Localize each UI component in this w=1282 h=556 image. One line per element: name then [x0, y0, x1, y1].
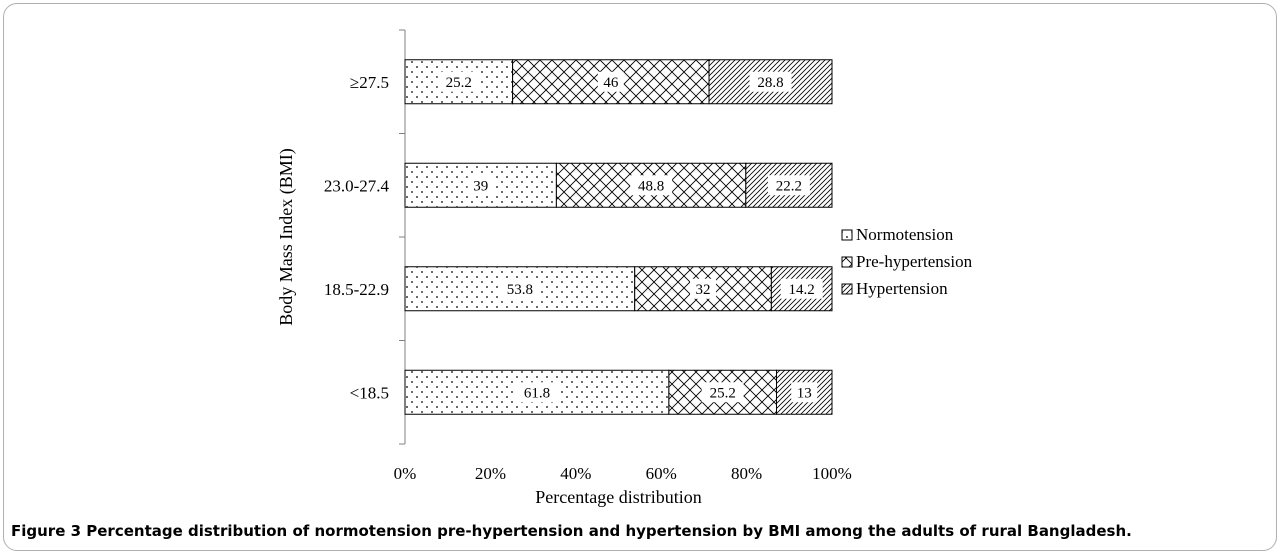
data-label: 22.2 — [776, 178, 802, 194]
data-label: 13 — [797, 385, 812, 401]
y-tick-label: 23.0-27.4 — [324, 176, 390, 195]
x-tick-label: 40% — [560, 464, 591, 483]
stacked-bar-chart: 0% 20% 40% 60% 80% 100% Percentage distributio… — [276, 29, 973, 507]
legend-swatch-pre-hypertension — [841, 256, 853, 268]
data-label-background — [597, 71, 624, 92]
x-tick-label: 100% — [812, 464, 852, 483]
data-label-background — [749, 71, 792, 92]
figure-caption: Figure 3 Percentage distribution of norm… — [11, 522, 1132, 540]
x-axis-title: Percentage distribution — [535, 487, 701, 507]
data-label: 25.2 — [710, 385, 736, 401]
data-label-background — [437, 71, 480, 92]
y-tick-label: <18.5 — [350, 383, 389, 402]
x-tick-label: 80% — [731, 464, 762, 483]
data-label-background — [690, 278, 717, 299]
legend: Normotension Pre-hypertension Hypertension — [841, 225, 973, 298]
data-label-background — [630, 175, 673, 196]
data-label: 61.8 — [524, 385, 550, 401]
data-label: 48.8 — [638, 178, 664, 194]
legend-swatch-hypertension — [841, 283, 853, 295]
legend-swatch-normotension — [841, 229, 853, 241]
data-label-background — [780, 278, 823, 299]
x-tick-label: 20% — [475, 464, 506, 483]
data-label: 32 — [696, 282, 711, 298]
y-tick-label: 18.5-22.9 — [324, 280, 389, 299]
data-label-background — [791, 382, 818, 403]
x-tick-label: 0% — [394, 464, 417, 483]
y-axis-title: Body Mass Index (BMI) — [276, 148, 297, 326]
data-label: 25.2 — [446, 75, 472, 91]
y-tick-label: ≥27.5 — [350, 73, 389, 92]
data-label-background — [515, 382, 558, 403]
legend-label: Hypertension — [856, 279, 948, 298]
data-label-background — [767, 175, 810, 196]
bar-segment-normotension — [404, 59, 514, 105]
data-label-background — [701, 382, 744, 403]
data-label-background — [498, 278, 541, 299]
data-label: 46 — [603, 75, 619, 91]
legend-label: Normotension — [856, 225, 954, 244]
data-label-background — [467, 175, 494, 196]
bars: 25.2 46 28.8 39 48.8 22.2 53.8 32 14.2 61.8 25.2 13 — [404, 59, 833, 415]
data-label: 53.8 — [507, 282, 533, 298]
data-label: 14.2 — [789, 282, 815, 298]
legend-label: Pre-hypertension — [856, 252, 973, 271]
x-tick-label: 60% — [646, 464, 677, 483]
data-label: 28.8 — [757, 75, 783, 91]
data-label: 39 — [473, 178, 488, 194]
